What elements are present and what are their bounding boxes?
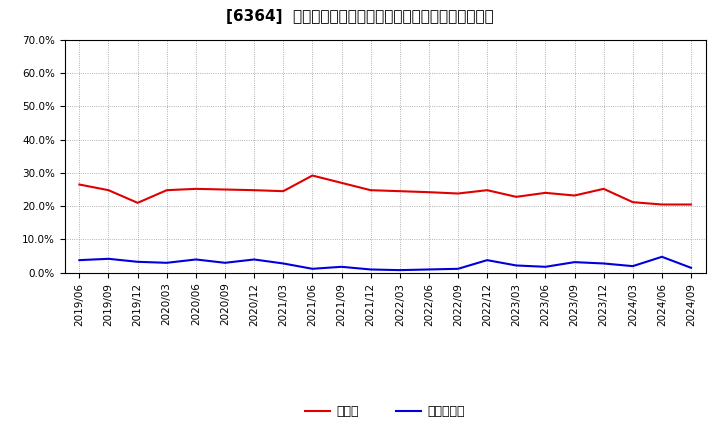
現頑金 bbox=[629, 199, 637, 205]
有利子負債 bbox=[512, 263, 521, 268]
現頑金 bbox=[657, 202, 666, 207]
現頑金 bbox=[104, 187, 113, 193]
有利子負債 bbox=[133, 259, 142, 264]
現頑金 bbox=[220, 187, 229, 192]
Text: [6364]  現頑金、有利子負債の総資産に対する比率の推移: [6364] 現頑金、有利子負債の総資産に対する比率の推移 bbox=[226, 9, 494, 24]
有利子負債 bbox=[454, 266, 462, 271]
現頑金 bbox=[75, 182, 84, 187]
現頑金 bbox=[687, 202, 696, 207]
有利子負債 bbox=[220, 260, 229, 265]
有利子負債 bbox=[483, 257, 492, 263]
現頑金 bbox=[425, 190, 433, 195]
有利子負債 bbox=[250, 257, 258, 262]
有利子負債 bbox=[425, 267, 433, 272]
Line: 現頑金: 現頑金 bbox=[79, 176, 691, 205]
現頑金 bbox=[192, 186, 200, 191]
有利子負債 bbox=[337, 264, 346, 269]
現頑金 bbox=[133, 200, 142, 205]
有利子負債 bbox=[541, 264, 550, 269]
有利子負債 bbox=[192, 257, 200, 262]
現頑金 bbox=[308, 173, 317, 178]
有利子負債 bbox=[629, 264, 637, 269]
現頑金 bbox=[483, 187, 492, 193]
有利子負債 bbox=[657, 254, 666, 260]
現頑金 bbox=[454, 191, 462, 196]
現頑金 bbox=[541, 190, 550, 195]
現頑金 bbox=[512, 194, 521, 199]
現頑金 bbox=[250, 187, 258, 193]
現頑金 bbox=[279, 188, 287, 194]
有利子負債 bbox=[279, 261, 287, 266]
有利子負債 bbox=[599, 261, 608, 266]
現頑金 bbox=[570, 193, 579, 198]
有利子負債 bbox=[104, 256, 113, 261]
Legend: 現頑金, 有利子負債: 現頑金, 有利子負債 bbox=[300, 400, 470, 423]
有利子負債 bbox=[687, 265, 696, 271]
現頑金 bbox=[395, 188, 404, 194]
有利子負債 bbox=[75, 257, 84, 263]
現頑金 bbox=[599, 186, 608, 191]
現頑金 bbox=[366, 187, 375, 193]
有利子負債 bbox=[395, 268, 404, 273]
現頑金 bbox=[163, 187, 171, 193]
Line: 有利子負債: 有利子負債 bbox=[79, 257, 691, 270]
有利子負債 bbox=[366, 267, 375, 272]
有利子負債 bbox=[308, 266, 317, 271]
有利子負債 bbox=[163, 260, 171, 265]
現頑金 bbox=[337, 180, 346, 186]
有利子負債 bbox=[570, 260, 579, 265]
